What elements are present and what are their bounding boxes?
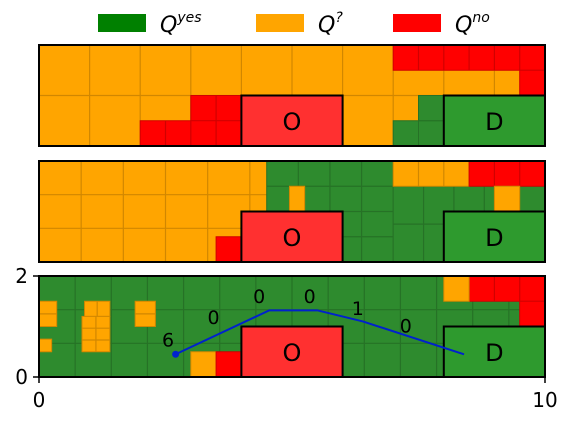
region-no — [468, 161, 545, 187]
region-no — [215, 351, 242, 377]
panel-frame — [38, 275, 546, 378]
legend-swatch-maybe — [256, 14, 304, 32]
obstacle-box — [240, 325, 344, 378]
x-tick-label: 0 — [33, 388, 46, 412]
trajectory-label-4: 0 — [304, 286, 316, 308]
panel-frame — [38, 160, 546, 263]
obstacle-label: O — [283, 108, 302, 136]
region-maybe — [39, 300, 58, 327]
region-no — [468, 276, 545, 302]
obstacle-label: O — [283, 224, 302, 252]
legend-swatch-yes — [98, 14, 146, 32]
region-maybe — [39, 338, 53, 353]
trajectory-label-1: 6 — [162, 330, 174, 352]
region-maybe — [443, 276, 470, 302]
region-no — [215, 236, 242, 262]
goal-label: D — [485, 339, 503, 367]
goal-box — [442, 325, 546, 378]
region-maybe — [81, 315, 111, 353]
y-tick-label: 2 — [15, 264, 28, 288]
region-no — [519, 69, 545, 96]
region-no — [190, 95, 242, 122]
panel-3: O D 6 0 0 0 1 0 — [38, 275, 546, 378]
trajectory-label-6: 0 — [400, 316, 412, 338]
region-yes — [392, 120, 420, 146]
trajectory-start-point — [172, 350, 180, 358]
region-maybe — [392, 161, 470, 187]
obstacle-box — [240, 210, 344, 263]
region-maybe — [190, 351, 217, 377]
region-no — [139, 120, 242, 146]
legend-label-maybe: Q? — [318, 10, 343, 38]
region-maybe — [134, 300, 156, 327]
region-maybe — [493, 185, 521, 212]
region-maybe — [288, 185, 306, 212]
goal-box — [442, 94, 546, 147]
goal-label: D — [485, 224, 503, 252]
x-tick-label: 10 — [532, 388, 557, 412]
region-maybe — [84, 300, 111, 317]
trajectory-line — [175, 309, 465, 356]
legend-swatch-no — [393, 14, 441, 32]
region-no — [392, 45, 545, 71]
region-yes — [418, 95, 445, 146]
trajectory-label-5: 1 — [352, 298, 364, 320]
obstacle-label: O — [283, 339, 302, 367]
trajectory-label-3: 0 — [253, 286, 265, 308]
legend-label-yes: Qyes — [160, 10, 202, 38]
region-no — [519, 300, 545, 327]
trajectory-label-2: 0 — [208, 307, 220, 329]
goal-label: D — [485, 108, 503, 136]
legend: Qyes Q? Qno — [98, 10, 490, 38]
legend-label-no: Qno — [455, 10, 490, 38]
panel-frame — [38, 44, 546, 147]
y-tick-label: 0 — [15, 365, 28, 389]
